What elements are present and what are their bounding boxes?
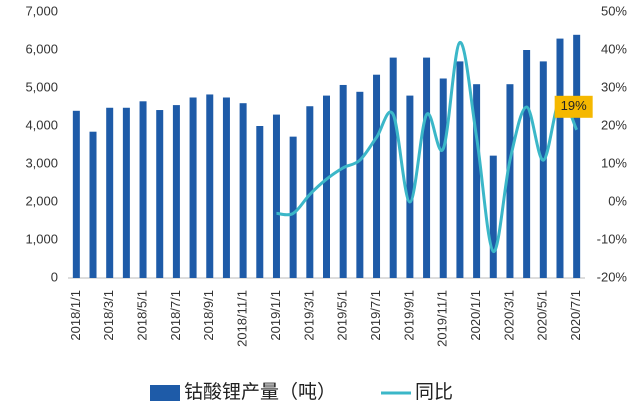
bar bbox=[339, 84, 347, 279]
y-tick-label: 4,000 bbox=[25, 117, 58, 132]
data-label: 19% bbox=[561, 98, 587, 113]
x-tick-label: 2019/7/1 bbox=[368, 290, 383, 341]
x-tick-label: 2020/5/1 bbox=[535, 290, 550, 341]
y2-tick-label: 50% bbox=[601, 3, 627, 18]
x-tick-label: 2019/9/1 bbox=[401, 290, 416, 341]
x-tick-label: 2020/1/1 bbox=[468, 290, 483, 341]
bar bbox=[556, 38, 564, 278]
y2-tick-label: -20% bbox=[597, 269, 628, 284]
bar bbox=[406, 95, 414, 278]
bar bbox=[439, 78, 447, 278]
bar bbox=[139, 101, 147, 278]
y2-tick-label: -10% bbox=[597, 231, 628, 246]
bar bbox=[306, 106, 314, 279]
y2-tick-label: 10% bbox=[601, 155, 627, 170]
bar bbox=[473, 84, 481, 278]
bar bbox=[323, 95, 330, 278]
bar bbox=[156, 110, 164, 278]
y-tick-label: 6,000 bbox=[25, 41, 58, 56]
y-tick-label: 3,000 bbox=[25, 155, 58, 170]
legend-label: 同比 bbox=[415, 381, 453, 403]
x-tick-label: 2019/5/1 bbox=[335, 290, 350, 341]
y-tick-label: 7,000 bbox=[25, 3, 58, 18]
legend-swatch bbox=[150, 385, 180, 401]
bar bbox=[373, 74, 381, 278]
y2-tick-label: 40% bbox=[601, 41, 627, 56]
line bbox=[276, 40, 579, 253]
bar bbox=[189, 97, 197, 278]
x-tick-label: 2019/11/1 bbox=[435, 290, 450, 347]
y2-tick-label: 0% bbox=[608, 193, 627, 208]
x-tick-label: 2018/7/1 bbox=[168, 290, 183, 341]
bar bbox=[89, 131, 97, 278]
bar bbox=[72, 110, 80, 278]
y2-tick-label: 30% bbox=[601, 79, 627, 94]
y-tick-label: 5,000 bbox=[25, 79, 58, 94]
x-tick-label: 2018/3/1 bbox=[101, 290, 116, 341]
x-tick-label: 2018/9/1 bbox=[201, 290, 216, 341]
bar bbox=[239, 103, 247, 278]
y-tick-label: 0 bbox=[51, 269, 58, 284]
bar bbox=[122, 107, 130, 278]
x-tick-label: 2019/1/1 bbox=[268, 290, 283, 341]
y-tick-label: 2,000 bbox=[25, 193, 58, 208]
x-tick-label: 2018/11/1 bbox=[235, 290, 250, 347]
bar bbox=[272, 114, 280, 278]
bar bbox=[206, 94, 214, 279]
bar bbox=[106, 107, 114, 278]
bar bbox=[573, 34, 581, 278]
bar bbox=[506, 84, 514, 278]
y-tick-label: 1,000 bbox=[25, 231, 58, 246]
bar bbox=[389, 57, 397, 278]
bar bbox=[423, 57, 431, 278]
legend-label: 钴酸锂产量（吨） bbox=[184, 381, 336, 403]
data-label-box bbox=[554, 95, 593, 118]
bar bbox=[256, 126, 264, 278]
bar bbox=[356, 91, 364, 278]
bar bbox=[222, 97, 230, 278]
x-tick-label: 2019/3/1 bbox=[301, 290, 316, 341]
bar bbox=[456, 61, 464, 279]
x-tick-label: 2020/7/1 bbox=[568, 290, 583, 341]
x-tick-label: 2018/5/1 bbox=[134, 290, 149, 341]
bar bbox=[489, 155, 497, 278]
y2-tick-label: 20% bbox=[601, 117, 627, 132]
bar bbox=[289, 136, 297, 278]
bar bbox=[172, 105, 180, 278]
x-tick-label: 2018/1/1 bbox=[68, 290, 83, 341]
bar bbox=[523, 50, 531, 278]
bar bbox=[539, 61, 547, 279]
x-tick-label: 2020/3/1 bbox=[501, 290, 516, 341]
